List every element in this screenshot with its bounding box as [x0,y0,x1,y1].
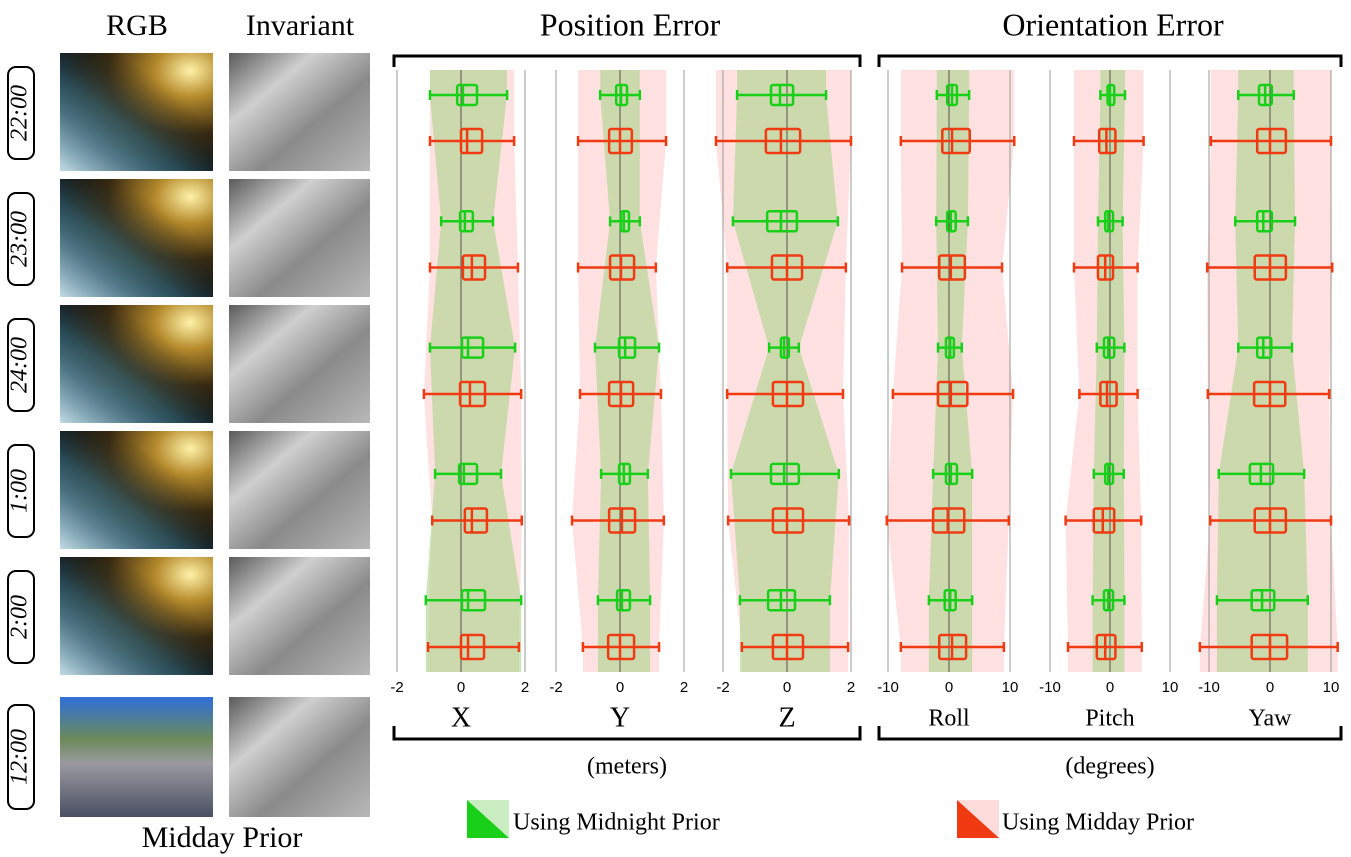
photo-glare [60,557,213,675]
column-title: RGB [106,9,168,42]
x-tick-label: -10 [1039,679,1061,696]
legend-label: Using Midnight Prior [513,810,720,836]
time-label: 23:00 [7,211,33,267]
x-axis-label: Z [778,702,795,733]
photo [60,697,213,817]
x-tick-label: 10 [1002,679,1019,696]
group-title: Orientation Error [1002,6,1224,42]
photo [229,179,370,297]
x-tick-label: -10 [1198,679,1220,696]
x-axis-label: Pitch [1085,706,1134,732]
x-tick-label: -2 [390,679,403,696]
photo-glare [60,53,213,171]
x-tick-label: 2 [521,679,529,696]
x-tick-label: 0 [945,679,953,696]
x-tick-label: 10 [1162,679,1179,696]
x-tick-label: 10 [1323,679,1340,696]
x-tick-label: 0 [1106,679,1114,696]
photo [229,305,370,423]
photo [229,431,370,549]
photo-glare [60,431,213,549]
bracket [394,56,860,67]
x-axis-label: Yaw [1249,706,1293,732]
photo-glare [60,179,213,297]
photo [229,53,370,171]
x-axis-label: X [451,702,471,733]
x-tick-label: -2 [716,679,729,696]
time-label: 12:00 [7,729,33,785]
x-tick-label: -2 [549,679,562,696]
figure: RGB Invariant Position Error Orientation… [0,0,1351,857]
photo-glare [60,305,213,423]
prior-label: Midday Prior [142,821,303,854]
group-title: Position Error [540,6,721,42]
x-tick-label: 0 [457,679,465,696]
unit-label: (meters) [587,754,667,780]
time-label: 2:00 [7,595,33,639]
time-label: 1:00 [7,469,33,513]
x-tick-label: 0 [1266,679,1274,696]
x-axis-label: Roll [928,706,970,732]
photo [229,697,370,817]
photo [229,557,370,675]
bracket [879,56,1341,67]
time-label: 22:00 [7,85,33,141]
x-tick-label: 2 [680,679,688,696]
legend-label: Using Midday Prior [1002,810,1194,836]
unit-label: (degrees) [1065,754,1154,780]
x-tick-label: 0 [616,679,624,696]
column-title: Invariant [246,9,355,42]
x-tick-label: 0 [783,679,791,696]
x-tick-label: 2 [847,679,855,696]
time-label: 24:00 [7,337,33,393]
x-axis-label: Y [610,702,630,733]
x-tick-label: -10 [877,679,899,696]
